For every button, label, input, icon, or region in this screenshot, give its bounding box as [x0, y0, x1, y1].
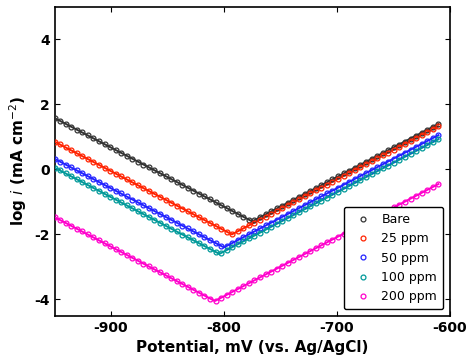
Bare [380, 151, 385, 155]
200 ppm [385, 208, 391, 212]
25 ppm [229, 232, 235, 236]
100 ppm [268, 224, 274, 229]
Bare [252, 218, 257, 222]
200 ppm [168, 276, 174, 281]
200 ppm [141, 261, 146, 266]
200 ppm [436, 182, 441, 186]
Bare [436, 122, 441, 126]
200 ppm [380, 211, 385, 215]
Line: 50 ppm: 50 ppm [52, 133, 441, 248]
25 ppm [436, 124, 441, 129]
50 ppm [385, 159, 391, 164]
100 ppm [168, 227, 174, 231]
Bare [385, 148, 391, 152]
Line: 200 ppm: 200 ppm [52, 182, 441, 303]
Bare [102, 142, 108, 146]
Line: 25 ppm: 25 ppm [52, 124, 441, 237]
100 ppm [141, 212, 146, 216]
50 ppm [168, 218, 174, 222]
Bare [168, 177, 174, 181]
100 ppm [52, 165, 57, 170]
50 ppm [380, 162, 385, 167]
X-axis label: Potential, mV (vs. Ag/AgCl): Potential, mV (vs. Ag/AgCl) [136, 340, 368, 355]
50 ppm [52, 157, 57, 161]
Y-axis label: log $i$ (mA cm$^{-2}$): log $i$ (mA cm$^{-2}$) [7, 96, 28, 227]
50 ppm [219, 244, 224, 248]
25 ppm [268, 212, 274, 216]
100 ppm [102, 191, 108, 196]
100 ppm [436, 137, 441, 142]
25 ppm [141, 186, 146, 190]
50 ppm [436, 133, 441, 137]
50 ppm [141, 203, 146, 207]
50 ppm [102, 183, 108, 187]
Line: Bare: Bare [52, 115, 441, 223]
200 ppm [213, 299, 219, 303]
100 ppm [385, 164, 391, 168]
25 ppm [385, 151, 391, 155]
Bare [52, 116, 57, 120]
25 ppm [380, 153, 385, 157]
50 ppm [268, 220, 274, 225]
200 ppm [102, 241, 108, 245]
Line: 100 ppm: 100 ppm [52, 137, 441, 255]
Bare [268, 209, 274, 214]
25 ppm [168, 201, 174, 205]
100 ppm [219, 251, 224, 255]
100 ppm [380, 166, 385, 171]
Legend: Bare, 25 ppm, 50 ppm, 100 ppm, 200 ppm: Bare, 25 ppm, 50 ppm, 100 ppm, 200 ppm [344, 207, 444, 310]
200 ppm [52, 215, 57, 219]
200 ppm [268, 269, 274, 274]
Bare [141, 162, 146, 167]
25 ppm [102, 166, 108, 170]
25 ppm [52, 139, 57, 144]
